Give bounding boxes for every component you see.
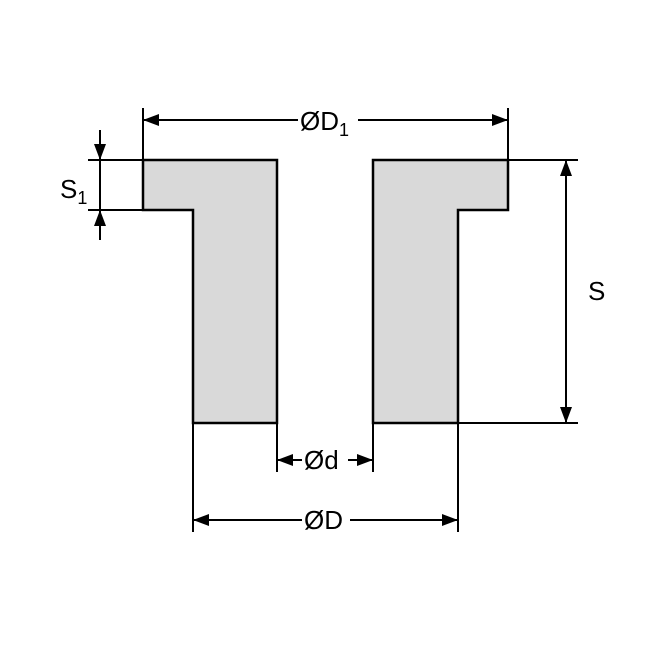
- label-D: ØD: [304, 505, 343, 535]
- svg-text:S1: S1: [60, 174, 87, 208]
- label-S1: S: [60, 174, 77, 204]
- label-d: Ød: [304, 445, 339, 475]
- bushing-diagram: ØD1 S1 S Ød ØD: [0, 0, 671, 670]
- hidden-bore-lines: [277, 160, 373, 423]
- label-D1: ØD: [300, 106, 339, 136]
- label-D1-sub: 1: [339, 120, 349, 140]
- label-S: S: [588, 276, 605, 306]
- part-cross-section: [143, 160, 508, 423]
- label-S1-sub: 1: [77, 188, 87, 208]
